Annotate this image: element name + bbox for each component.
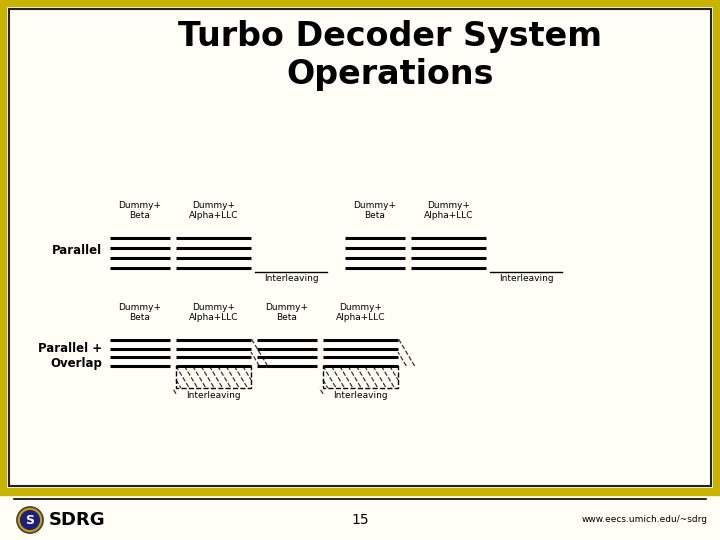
Text: 15: 15 — [351, 513, 369, 527]
Text: Turbo Decoder System
Operations: Turbo Decoder System Operations — [178, 20, 602, 91]
Text: Dummy+
Alpha+LLC: Dummy+ Alpha+LLC — [336, 302, 385, 322]
Text: Interleaving: Interleaving — [186, 391, 240, 400]
Text: Parallel: Parallel — [52, 245, 102, 258]
Text: Interleaving: Interleaving — [499, 274, 553, 283]
Circle shape — [21, 511, 40, 529]
Text: Dummy+
Beta: Dummy+ Beta — [266, 302, 308, 322]
Circle shape — [17, 507, 43, 533]
Text: Parallel +: Parallel + — [38, 341, 102, 354]
Text: Dummy+
Beta: Dummy+ Beta — [119, 302, 161, 322]
Text: Dummy+
Alpha+LLC: Dummy+ Alpha+LLC — [189, 302, 238, 322]
Text: www.eecs.umich.edu/~sdrg: www.eecs.umich.edu/~sdrg — [582, 516, 708, 524]
Text: Dummy+
Beta: Dummy+ Beta — [354, 200, 397, 220]
Bar — [323, 366, 398, 388]
Text: Dummy+
Alpha+LLC: Dummy+ Alpha+LLC — [424, 200, 473, 220]
Text: Interleaving: Interleaving — [333, 391, 388, 400]
Text: Interleaving: Interleaving — [264, 274, 318, 283]
Text: Dummy+
Alpha+LLC: Dummy+ Alpha+LLC — [189, 200, 238, 220]
Text: Overlap: Overlap — [50, 356, 102, 369]
Bar — [176, 366, 251, 388]
Text: SDRG: SDRG — [49, 511, 106, 529]
Text: Dummy+
Beta: Dummy+ Beta — [119, 200, 161, 220]
Text: S: S — [25, 514, 35, 526]
